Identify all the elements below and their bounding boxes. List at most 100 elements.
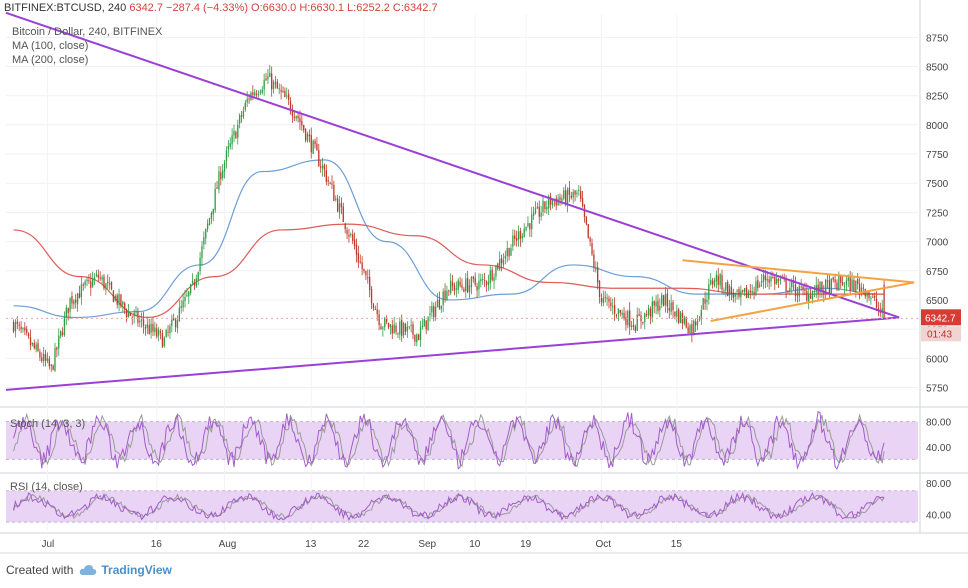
candle-body <box>350 233 352 236</box>
candle-body <box>421 325 424 327</box>
candle-body <box>666 293 669 307</box>
candle-body <box>370 288 373 304</box>
candle-body <box>732 292 734 298</box>
price-tick-label: 8500 <box>926 63 949 74</box>
candle-body <box>129 312 132 316</box>
candle-body <box>308 134 311 137</box>
candle-body <box>156 328 158 337</box>
candle-body <box>393 324 395 334</box>
candle-body <box>50 364 52 366</box>
candle-body <box>753 291 755 295</box>
candle-body <box>301 120 303 126</box>
candle-body <box>41 357 43 362</box>
candle-body <box>346 230 348 234</box>
candle-body <box>120 294 122 307</box>
candle-body <box>429 313 431 315</box>
candle-body <box>59 330 62 337</box>
candle-body <box>651 301 653 318</box>
candle-body <box>646 314 648 316</box>
candle-body <box>127 312 130 318</box>
candle-body <box>776 278 778 284</box>
candle-body <box>551 200 554 206</box>
rsi-line <box>13 491 885 522</box>
candle-body <box>853 280 855 292</box>
candle-body <box>668 307 670 311</box>
time-tick-label: Sep <box>418 539 436 550</box>
candle-body <box>336 198 339 212</box>
candle-body <box>78 293 81 299</box>
candle-body <box>431 305 433 313</box>
candle-body <box>163 337 165 347</box>
candle-body <box>306 133 309 142</box>
candle-body <box>819 281 821 293</box>
stoch-tick-label: 40.00 <box>926 443 951 454</box>
candle-body <box>600 298 603 302</box>
candle-body <box>261 89 263 93</box>
candle-body <box>800 286 802 288</box>
candle-body <box>325 170 327 182</box>
candle-body <box>107 281 109 284</box>
candle-body <box>186 295 188 297</box>
candle-body <box>470 277 473 288</box>
candle-body <box>497 263 499 269</box>
candle-body <box>683 317 686 324</box>
candle-body <box>278 88 280 90</box>
candle-body <box>546 207 548 210</box>
candle-body <box>826 280 829 282</box>
stoch-tick-label: 80.00 <box>926 418 951 429</box>
candle-body <box>92 279 94 287</box>
candle-body <box>180 306 182 309</box>
candle-body <box>694 321 697 326</box>
candle-body <box>532 212 535 216</box>
candle-body <box>597 267 599 283</box>
candle-body <box>825 279 827 294</box>
candle-body <box>295 116 297 119</box>
candle-body <box>225 150 228 162</box>
candle-body <box>248 98 250 100</box>
candle-body <box>146 324 148 328</box>
candle-body <box>257 93 260 95</box>
candle-body <box>559 197 561 200</box>
tradingview-logo[interactable]: TradingView <box>79 563 172 577</box>
candle-body <box>774 276 776 285</box>
candle-body <box>287 94 290 100</box>
candle-body <box>395 325 397 333</box>
candle-body <box>602 297 604 304</box>
candle-body <box>73 300 75 305</box>
candle-body <box>161 333 164 348</box>
candle-body <box>874 295 876 298</box>
rsi-tick-label: 40.00 <box>926 510 951 521</box>
candle-body <box>338 203 341 214</box>
candle-body <box>352 234 354 241</box>
candle-body <box>150 323 152 333</box>
candle-body <box>272 81 275 90</box>
candle-body <box>798 286 800 297</box>
candle-body <box>830 278 832 294</box>
candle-body <box>27 333 30 337</box>
candle-body <box>725 282 727 291</box>
tradingview-brand: TradingView <box>101 563 172 577</box>
candle-body <box>717 275 719 285</box>
candle-body <box>679 312 682 324</box>
candle-body <box>280 89 282 92</box>
candle-body <box>674 311 676 317</box>
candle-body <box>619 310 621 313</box>
price-tick-label: 5750 <box>926 383 949 394</box>
candle-body <box>491 269 493 281</box>
candle-body <box>580 190 582 199</box>
price-tick-label: 7000 <box>926 238 949 249</box>
price-tick-label: 8000 <box>926 121 949 132</box>
candle-body <box>112 290 115 303</box>
candle-body <box>634 326 637 331</box>
candle-body <box>401 319 403 336</box>
candle-body <box>391 325 393 334</box>
candle-body <box>687 327 689 333</box>
candle-body <box>363 268 365 272</box>
candle-body <box>736 290 738 292</box>
candle-body <box>240 115 243 117</box>
candle-body <box>174 319 177 328</box>
candle-body <box>685 317 687 328</box>
candle-body <box>231 135 233 145</box>
candle-body <box>785 278 787 292</box>
candle-body <box>762 274 765 283</box>
